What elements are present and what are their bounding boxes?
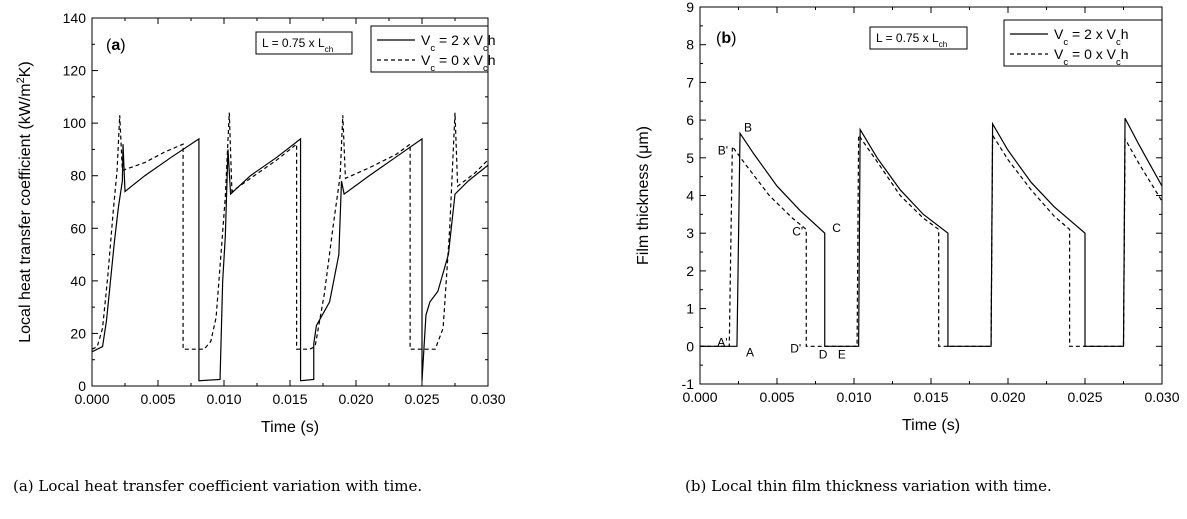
legend-label-b-0: Vc = 2 x Vch [1054, 26, 1129, 48]
series-line-a-vc0 [92, 112, 488, 350]
y-tick-label-a: 80 [70, 168, 86, 184]
panel-label-b: (b) [716, 30, 736, 47]
caption-b: (b) Local thin film thickness variation … [685, 477, 1052, 495]
panel-label-a: (a) [106, 37, 126, 54]
x-tick-label-b: 0.030 [1144, 389, 1179, 405]
y-tick-label-b: -1 [682, 376, 695, 392]
condition-box-a [255, 31, 353, 55]
y-tick-label-b: 7 [686, 74, 694, 90]
y-tick-label-b: 5 [686, 150, 694, 166]
point-label-Cprime: C' [792, 224, 803, 238]
legend-label-a-0: Vc = 2 x Vch [421, 32, 496, 54]
x-tick-label-a: 0.020 [338, 391, 373, 407]
legend-label-b-1: Vc = 0 x Vch [1054, 46, 1129, 68]
x-tick-label-a: 0.010 [206, 391, 241, 407]
x-tick-label-a: 0.000 [74, 391, 109, 407]
y-tick-label-a: 120 [63, 63, 87, 79]
point-label-A: A [746, 345, 754, 359]
y-tick-label-b: 0 [686, 338, 694, 354]
x-tick-label-b: 0.005 [759, 389, 794, 405]
point-label-B: B [744, 120, 752, 134]
y-tick-label-b: 9 [686, 0, 694, 15]
x-tick-label-b: 0.020 [990, 389, 1025, 405]
legend-box-b [1003, 19, 1163, 67]
y-tick-label-b: 3 [686, 225, 694, 241]
y-tick-label-a: 40 [70, 273, 86, 289]
caption-a: (a) Local heat transfer coefficient vari… [13, 477, 423, 495]
point-label-Aprime: A' [717, 335, 727, 349]
x-tick-label-a: 0.030 [470, 391, 505, 407]
x-tick-label-b: 0.015 [913, 389, 948, 405]
series-line-b-vc2 [700, 117, 1162, 347]
y-tick-label-a: 60 [70, 220, 86, 236]
point-label-E: E [838, 347, 846, 361]
y-tick-label-a: 140 [63, 10, 87, 26]
x-tick-label-b: 0.025 [1067, 389, 1102, 405]
y-tick-label-a: 20 [70, 325, 86, 341]
x-tick-label-a: 0.015 [272, 391, 307, 407]
x-tick-label-b: 0.010 [836, 389, 871, 405]
y-tick-label-a: 0 [78, 378, 86, 394]
point-label-Bprime: B' [718, 143, 728, 157]
y-tick-label-b: 8 [686, 37, 694, 53]
condition-box-b [869, 26, 968, 50]
legend-box-a [370, 25, 489, 73]
legend-label-a-1: Vc = 0 x Vch [421, 52, 496, 74]
y-axis-label-a: Local heat transfer coefficient (kW/m2K) [15, 61, 34, 343]
condition-text-a: L = 0.75 x Lch [262, 36, 333, 54]
y-tick-label-b: 6 [686, 112, 694, 128]
x-tick-label-b: 0.000 [682, 389, 717, 405]
point-label-D: D [819, 347, 828, 361]
y-tick-label-b: 1 [686, 301, 694, 317]
series-line-a-vc2 [92, 137, 488, 382]
x-tick-label-a: 0.025 [404, 391, 439, 407]
point-label-C: C [832, 221, 841, 235]
x-tick-label-a: 0.005 [140, 391, 175, 407]
condition-text-b: L = 0.75 x Lch [876, 31, 947, 49]
x-axis-label-a: Time (s) [261, 419, 319, 436]
y-tick-label-b: 2 [686, 263, 694, 279]
chart-panel-a: 0.000 0.005 0.010 0.015 0.020 0.025 0.030 0 20 40… [15, 10, 506, 436]
y-axis-label-b: Film thickness (μm) [635, 126, 652, 265]
series-line-b-vc0 [700, 133, 1162, 347]
point-label-Dprime: D' [790, 341, 801, 355]
y-tick-label-b: 4 [686, 188, 694, 204]
y-tick-label-a: 100 [63, 115, 87, 131]
x-axis-label-b: Time (s) [902, 417, 960, 434]
chart-panel-b: 0.000 0.005 0.010 0.015 0.020 0.025 0.030 -1 0 1 2… [635, 0, 1180, 434]
plot-frame-a [91, 17, 489, 387]
